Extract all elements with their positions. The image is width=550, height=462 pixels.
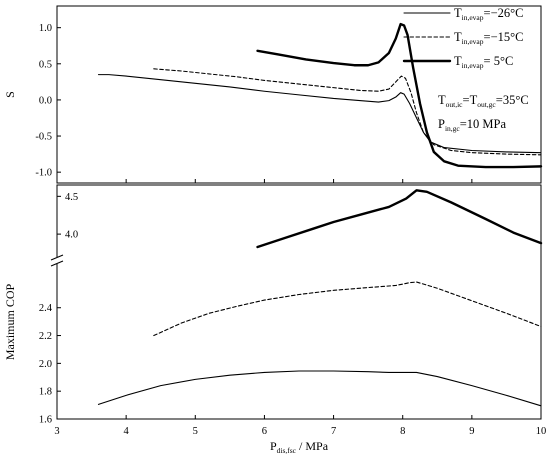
bottom-y-axis-label: Maximum COP <box>3 284 17 361</box>
top-y-tick-label: -0.5 <box>35 132 52 143</box>
lower-y-tick-label: 2.2 <box>39 331 52 342</box>
top-y-tick-label: 1.0 <box>39 23 52 34</box>
lower-y-tick-label: 1.6 <box>39 415 52 426</box>
x-axis-label: Pdis,fsc / MPa <box>270 439 329 455</box>
annotation-temperature: Tout,ic=Tout,gc=35°C <box>438 93 529 109</box>
top-series-dashed <box>153 68 542 156</box>
x-tick-label: 4 <box>124 426 130 437</box>
lower-y-tick-label: 2.0 <box>39 359 52 370</box>
bottom-series-dashed <box>153 281 542 337</box>
lower-y-tick-label: 2.4 <box>39 303 53 314</box>
bottom-plot-frame <box>56 184 542 420</box>
top-y-axis-label: S <box>3 91 17 98</box>
lower-y-tick-label: 1.8 <box>39 387 52 398</box>
annotation-pressure: Pin,gc=10 MPa <box>438 117 506 133</box>
top-series-solid-thin <box>97 74 542 154</box>
top-series-solid-thick <box>256 22 543 169</box>
legend: Tin,evap=−26°C Tin,evap=−15°C Tin,evap= 5°… <box>402 6 523 70</box>
bottom-series-solid-thick <box>256 189 543 249</box>
x-tick-label: 9 <box>469 426 474 437</box>
x-tick-label: 5 <box>193 426 198 437</box>
legend-entry-label: Tin,evap=−26°C <box>454 6 523 22</box>
axis-break-gap <box>54 257 60 264</box>
top-y-tick-label: -1.0 <box>35 168 52 179</box>
top-plot-frame <box>56 5 542 184</box>
top-panel: -1.0 -0.5 0.0 0.5 1.0 S Tout,ic=Tout,gc=35°C Pi… <box>3 5 543 184</box>
legend-entry-label: Tin,evap=−15°C <box>454 30 523 46</box>
axis-break-mark <box>50 260 64 267</box>
x-tick-label: 6 <box>262 426 267 437</box>
x-tick-label: 3 <box>54 426 59 437</box>
top-y-tick-label: 0.5 <box>39 59 52 70</box>
axis-break-mark <box>50 254 64 261</box>
upper-y-tick-label: 4.5 <box>65 192 78 203</box>
bottom-panel: 3 4 5 6 7 8 9 10 4.0 4.5 1.6 1.8 2.0 2.2 2.4 Maximum CO… <box>3 184 547 455</box>
bottom-series-solid-thin <box>97 370 542 407</box>
legend-entry-label: Tin,evap= 5°C <box>454 54 513 70</box>
x-tick-label: 7 <box>331 426 336 437</box>
x-tick-label: 8 <box>400 426 405 437</box>
x-tick-label: 10 <box>536 426 547 437</box>
upper-y-tick-label: 4.0 <box>65 230 78 241</box>
top-y-tick-label: 0.0 <box>39 95 52 106</box>
